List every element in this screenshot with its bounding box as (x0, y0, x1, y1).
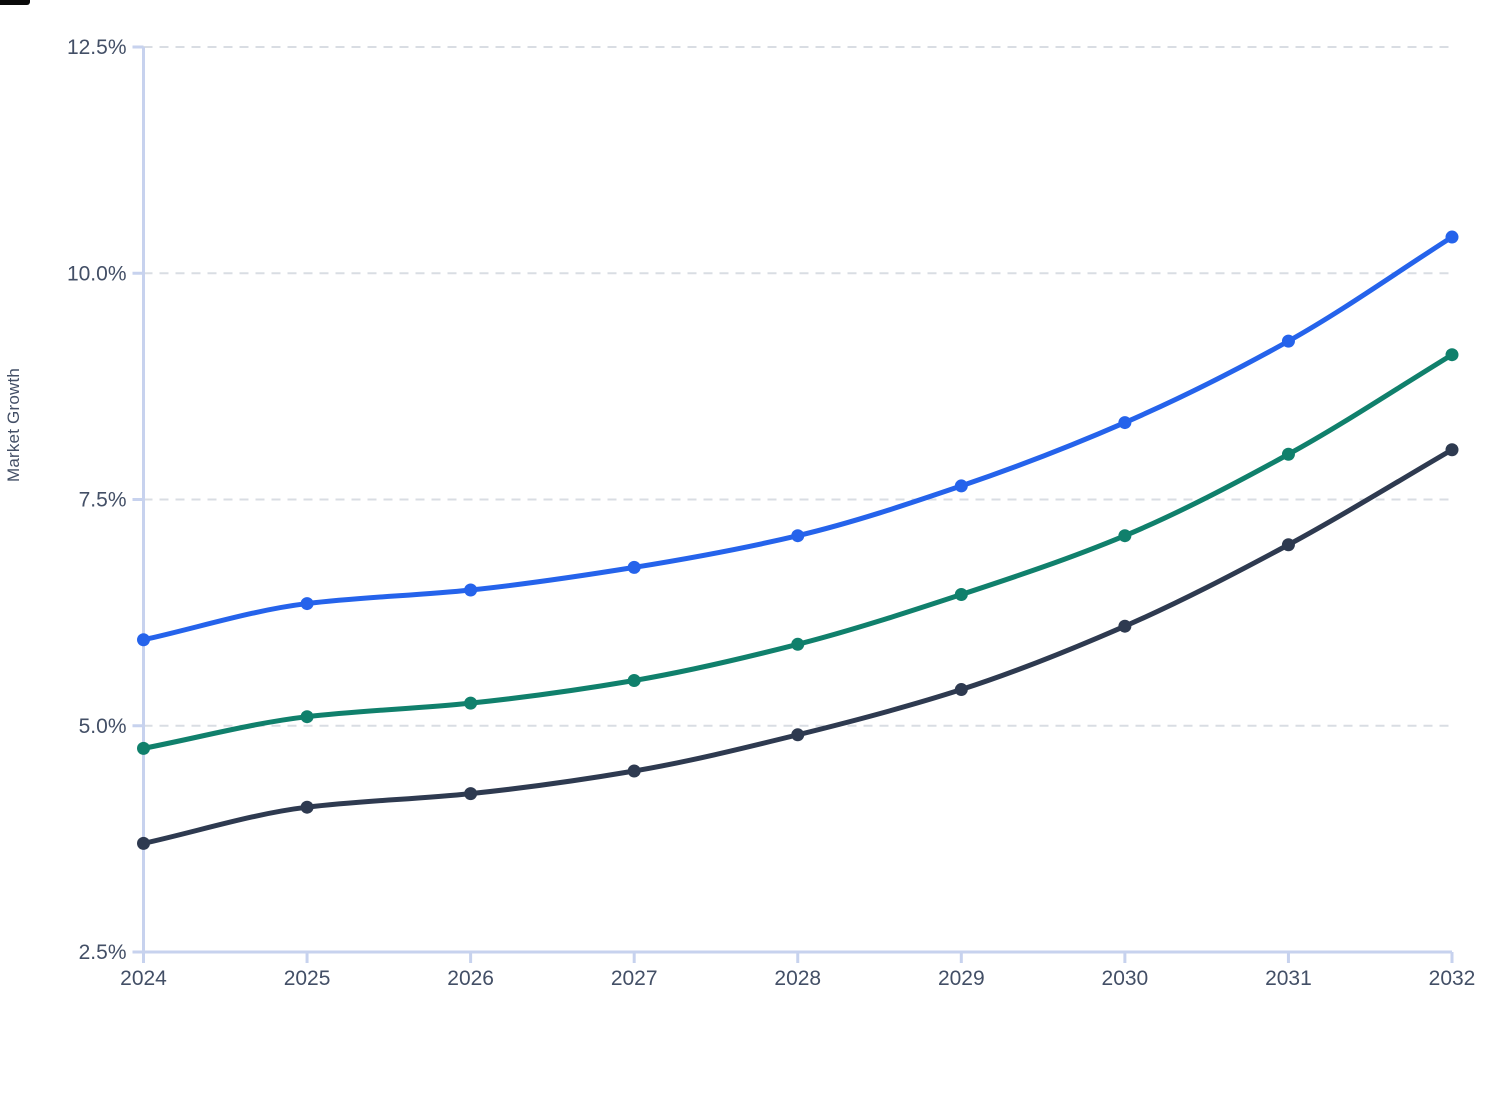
data-point-blue[interactable] (954, 479, 968, 493)
x-tick-label: 2030 (1102, 967, 1149, 990)
data-point-blue[interactable] (1445, 230, 1459, 244)
data-point-blue[interactable] (137, 633, 150, 647)
x-tick-label: 2028 (774, 967, 821, 990)
x-tick-label: 2025 (284, 967, 331, 990)
series-layer (137, 230, 1459, 850)
series-line-green (141, 352, 1455, 751)
axis-label-layer: 12.5% 10.0% 7.5% 5.0% 2.5% 2024 2025 2026 2027 20… (67, 36, 1475, 990)
data-point-green[interactable] (137, 741, 150, 755)
x-tick-label: 2027 (611, 967, 658, 990)
data-point-green[interactable] (1118, 529, 1132, 543)
data-point-dark-navy[interactable] (791, 728, 805, 742)
data-point-green[interactable] (300, 710, 314, 724)
data-point-green[interactable] (1445, 348, 1459, 362)
data-point-dark-navy[interactable] (1118, 619, 1132, 633)
x-tick-label: 2024 (120, 967, 167, 990)
data-point-green[interactable] (464, 696, 478, 710)
y-tick-label: 12.5% (67, 36, 127, 59)
axis-layer (132, 45, 1454, 963)
data-point-dark-navy[interactable] (464, 787, 478, 801)
data-point-dark-navy[interactable] (137, 836, 150, 850)
data-point-green[interactable] (791, 637, 805, 651)
y-tick-label: 7.5% (79, 489, 127, 512)
grid-layer (143, 46, 1452, 727)
data-point-green[interactable] (627, 674, 641, 687)
data-point-blue[interactable] (464, 583, 478, 597)
data-point-dark-navy[interactable] (300, 800, 314, 814)
data-point-blue[interactable] (1281, 334, 1295, 348)
data-point-dark-navy[interactable] (1281, 538, 1295, 552)
data-point-blue[interactable] (791, 529, 805, 543)
y-tick-label: 10.0% (67, 262, 127, 285)
data-point-dark-navy[interactable] (1445, 443, 1459, 457)
data-point-green[interactable] (954, 588, 968, 602)
x-tick-label: 2032 (1429, 967, 1476, 990)
data-point-blue[interactable] (1118, 416, 1132, 430)
x-tick-label: 2029 (938, 967, 985, 990)
data-point-dark-navy[interactable] (627, 764, 641, 778)
corner-artifact-bar (0, 0, 30, 5)
y-tick-label: 5.0% (79, 715, 127, 738)
series-line-dark-navy (141, 447, 1455, 846)
y-axis-title: Market Growth (4, 367, 23, 483)
x-tick-label: 2026 (447, 967, 494, 990)
data-point-green[interactable] (1281, 447, 1295, 461)
data-point-blue[interactable] (627, 560, 641, 574)
y-tick-label: 2.5% (79, 941, 127, 964)
series-line-blue (141, 234, 1455, 643)
data-point-dark-navy[interactable] (954, 683, 968, 697)
x-tick-label: 2031 (1265, 967, 1312, 990)
data-point-blue[interactable] (300, 597, 314, 611)
